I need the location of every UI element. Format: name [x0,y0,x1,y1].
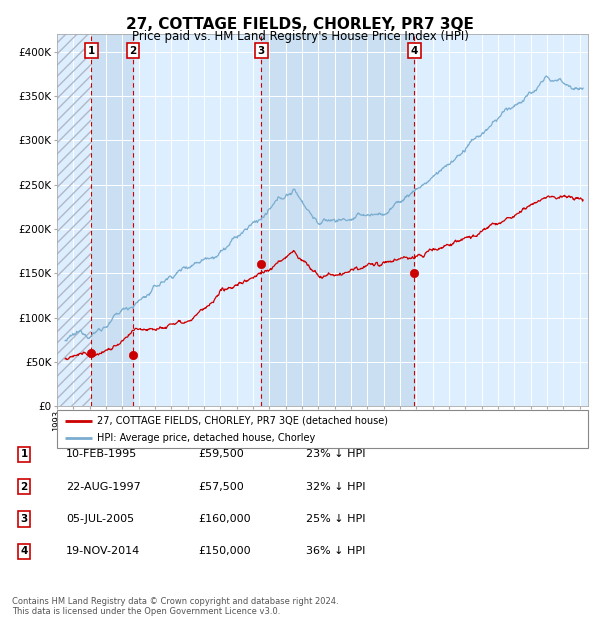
Text: 4: 4 [411,46,418,56]
Text: 36% ↓ HPI: 36% ↓ HPI [306,546,365,556]
Text: 1: 1 [20,450,28,459]
Text: Contains HM Land Registry data © Crown copyright and database right 2024.: Contains HM Land Registry data © Crown c… [12,597,338,606]
Bar [262,34,415,406]
Text: 3: 3 [258,46,265,56]
Text: £150,000: £150,000 [198,546,251,556]
Text: 2: 2 [20,482,28,492]
Text: 2: 2 [129,46,136,56]
Text: 10-FEB-1995: 10-FEB-1995 [66,450,137,459]
Bar [91,34,133,406]
Text: HPI: Average price, detached house, Chorley: HPI: Average price, detached house, Chor… [97,433,315,443]
Text: 19-NOV-2014: 19-NOV-2014 [66,546,140,556]
Text: 27, COTTAGE FIELDS, CHORLEY, PR7 3QE: 27, COTTAGE FIELDS, CHORLEY, PR7 3QE [126,17,474,32]
Text: £59,500: £59,500 [198,450,244,459]
Text: 22-AUG-1997: 22-AUG-1997 [66,482,141,492]
Text: 3: 3 [20,514,28,524]
Text: £57,500: £57,500 [198,482,244,492]
Text: 23% ↓ HPI: 23% ↓ HPI [306,450,365,459]
Text: 1: 1 [88,46,95,56]
Text: Price paid vs. HM Land Registry's House Price Index (HPI): Price paid vs. HM Land Registry's House … [131,30,469,43]
Text: 32% ↓ HPI: 32% ↓ HPI [306,482,365,492]
Text: 27, COTTAGE FIELDS, CHORLEY, PR7 3QE (detached house): 27, COTTAGE FIELDS, CHORLEY, PR7 3QE (de… [97,416,388,426]
Text: 05-JUL-2005: 05-JUL-2005 [66,514,134,524]
Text: This data is licensed under the Open Government Licence v3.0.: This data is licensed under the Open Gov… [12,607,280,616]
Text: £160,000: £160,000 [198,514,251,524]
Text: 4: 4 [20,546,28,556]
Text: 25% ↓ HPI: 25% ↓ HPI [306,514,365,524]
